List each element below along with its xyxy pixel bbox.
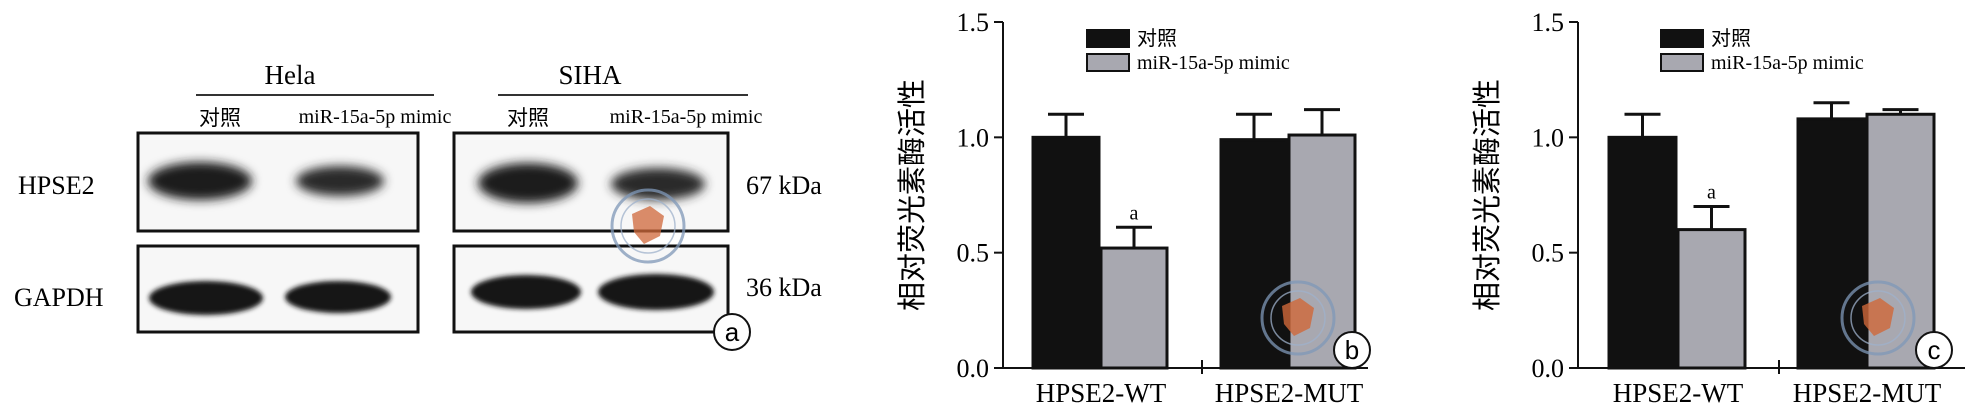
bar xyxy=(1607,135,1678,370)
group-label-hela: Hela xyxy=(265,60,316,90)
legend-label: 对照 xyxy=(1137,27,1177,50)
x-tick-label: HPSE2-WT xyxy=(1036,378,1167,408)
seal-watermark xyxy=(1260,280,1336,356)
x-tick-label: HPSE2-WT xyxy=(1613,378,1744,408)
panel-label: b xyxy=(1345,335,1359,365)
significance-label: a xyxy=(1130,202,1139,224)
bar-chart-b: 0.0 0.5 1.0 1.5 相对荧光素酶活性 HPSE2-WT HPSE2-MUT a 对照… xyxy=(895,8,1371,408)
y-tick-label: 1.5 xyxy=(1532,8,1565,37)
seal-watermark xyxy=(1840,280,1916,356)
y-axis-label: 相对荧光素酶活性 xyxy=(1470,79,1504,311)
x-tick-label: HPSE2-MUT xyxy=(1793,378,1942,408)
bar xyxy=(1676,228,1747,370)
y-tick-label: 0.5 xyxy=(1532,239,1565,268)
y-tick-label: 1.0 xyxy=(957,123,990,152)
lane-label: 对照 xyxy=(507,106,549,130)
lane-label: miR-15a-5p mimic xyxy=(610,106,763,128)
blot-panel: Hela SIHA 对照 miR-15a-5p mimic 对照 miR-15a… xyxy=(14,60,822,351)
protein-label-gapdh: GAPDH xyxy=(14,283,104,312)
bar xyxy=(1219,138,1289,370)
svg-text:a: a xyxy=(725,317,740,347)
y-tick-label: 0.5 xyxy=(957,239,990,268)
legend-label: 对照 xyxy=(1711,27,1751,50)
legend-swatch xyxy=(1086,53,1130,72)
seal-watermark xyxy=(1862,298,1894,336)
y-tick-label: 0.0 xyxy=(957,354,990,383)
group-label-siha: SIHA xyxy=(558,60,622,90)
legend-swatch xyxy=(1086,29,1130,48)
legend-label: miR-15a-5p mimic xyxy=(1711,52,1864,74)
seal-watermark xyxy=(1282,298,1314,336)
panel-label-circle xyxy=(1915,331,1953,369)
blot-strip-hpse2-siha xyxy=(452,131,730,233)
y-tick-label: 1.0 xyxy=(1532,123,1565,152)
legend-swatch xyxy=(1660,29,1704,48)
y-axis-label: 相对荧光素酶活性 xyxy=(895,79,929,311)
bar xyxy=(1099,246,1169,370)
size-label-67kda: 67 kDa xyxy=(746,171,822,200)
lane-label: miR-15a-5p mimic xyxy=(299,106,452,128)
bar xyxy=(1031,135,1101,370)
significance-label: a xyxy=(1707,182,1716,204)
protein-label-hpse2: HPSE2 xyxy=(18,171,95,200)
blot-strip-gapdh-hela xyxy=(136,244,420,334)
size-label-36kda: 36 kDa xyxy=(746,273,822,302)
legend-label: miR-15a-5p mimic xyxy=(1137,52,1290,74)
seal-watermark xyxy=(1850,290,1906,346)
bar-chart-c: 0.0 0.5 1.0 1.5 相对荧光素酶活性 HPSE2-WT HPSE2-MUT a 对照… xyxy=(1470,8,1965,408)
seal-watermark xyxy=(1270,290,1326,346)
panel-label-a: a xyxy=(713,313,751,351)
blot-strip-hpse2-hela xyxy=(136,131,420,233)
blot-strip-gapdh-siha xyxy=(452,244,730,334)
x-tick-label: HPSE2-MUT xyxy=(1215,378,1364,408)
y-tick-label: 0.0 xyxy=(1532,354,1565,383)
lane-label: 对照 xyxy=(199,106,241,130)
seal-watermark xyxy=(610,188,686,264)
legend-swatch xyxy=(1660,53,1704,72)
bar xyxy=(1796,117,1867,370)
panel-label-circle xyxy=(1333,331,1371,369)
panel-label: c xyxy=(1928,335,1941,365)
y-tick-label: 1.5 xyxy=(957,8,990,37)
